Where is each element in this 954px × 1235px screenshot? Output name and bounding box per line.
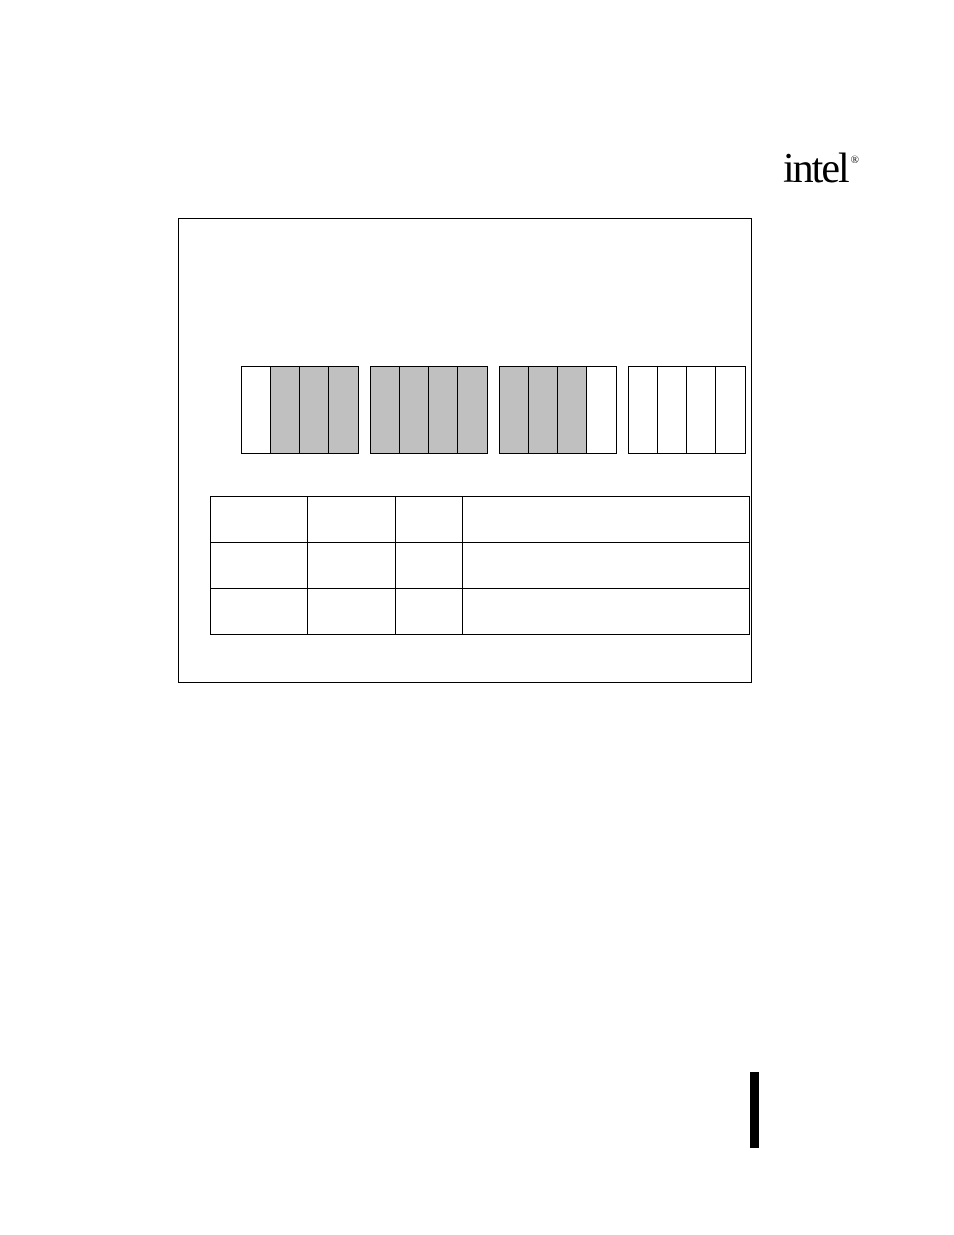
registered-mark: ®: [851, 154, 857, 166]
field-table: [210, 496, 750, 635]
bit-cell: [429, 367, 458, 453]
bit-cell: [458, 367, 487, 453]
bit-cell: [329, 367, 358, 453]
bit-cell: [587, 367, 616, 453]
bit-cell: [658, 367, 687, 453]
bit-group: [628, 366, 746, 454]
table-cell: [396, 589, 463, 635]
table-cell: [308, 543, 396, 589]
table-cell: [396, 543, 463, 589]
bit-cell: [271, 367, 300, 453]
bit-cell: [529, 367, 558, 453]
intel-logo: intel®: [783, 145, 854, 193]
table-cell: [463, 543, 750, 589]
table-cell: [211, 497, 308, 543]
logo-text: intel: [783, 146, 848, 192]
table-cell: [211, 543, 308, 589]
bit-diagram: [241, 366, 746, 454]
table-row: [211, 589, 750, 635]
bit-group: [499, 366, 617, 454]
table-cell: [463, 497, 750, 543]
bit-group: [241, 366, 359, 454]
bit-cell: [300, 367, 329, 453]
table-row: [211, 543, 750, 589]
bit-cell: [716, 367, 745, 453]
table-cell: [308, 497, 396, 543]
bit-cell: [629, 367, 658, 453]
bit-cell: [687, 367, 716, 453]
bit-cell: [371, 367, 400, 453]
table-row: [211, 497, 750, 543]
table-cell: [463, 589, 750, 635]
bit-cell: [558, 367, 587, 453]
side-bar-mark: [750, 1072, 759, 1148]
table-cell: [308, 589, 396, 635]
table-cell: [396, 497, 463, 543]
bit-cell: [400, 367, 429, 453]
bit-cell: [242, 367, 271, 453]
page: intel®: [0, 0, 954, 1235]
table-cell: [211, 589, 308, 635]
bit-cell: [500, 367, 529, 453]
bit-group: [370, 366, 488, 454]
